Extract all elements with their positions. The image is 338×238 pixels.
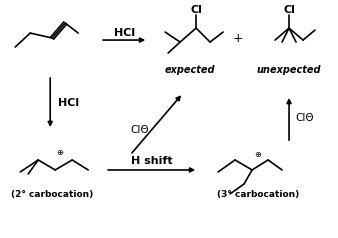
Text: (3° carbocation): (3° carbocation) bbox=[217, 190, 299, 199]
Text: unexpected: unexpected bbox=[257, 65, 321, 75]
Text: HCl: HCl bbox=[58, 98, 79, 108]
Text: ClΘ: ClΘ bbox=[131, 125, 149, 135]
Text: (2° carbocation): (2° carbocation) bbox=[11, 190, 93, 199]
Text: Cl: Cl bbox=[190, 5, 202, 15]
Text: Cl: Cl bbox=[283, 5, 295, 15]
Text: expected: expected bbox=[165, 65, 215, 75]
Text: +: + bbox=[233, 32, 243, 45]
Text: HCl: HCl bbox=[114, 28, 135, 38]
Text: H shift: H shift bbox=[131, 156, 173, 166]
Text: ⊕: ⊕ bbox=[57, 149, 64, 158]
Text: ⊕: ⊕ bbox=[255, 150, 262, 159]
Text: ClΘ: ClΘ bbox=[296, 113, 314, 123]
